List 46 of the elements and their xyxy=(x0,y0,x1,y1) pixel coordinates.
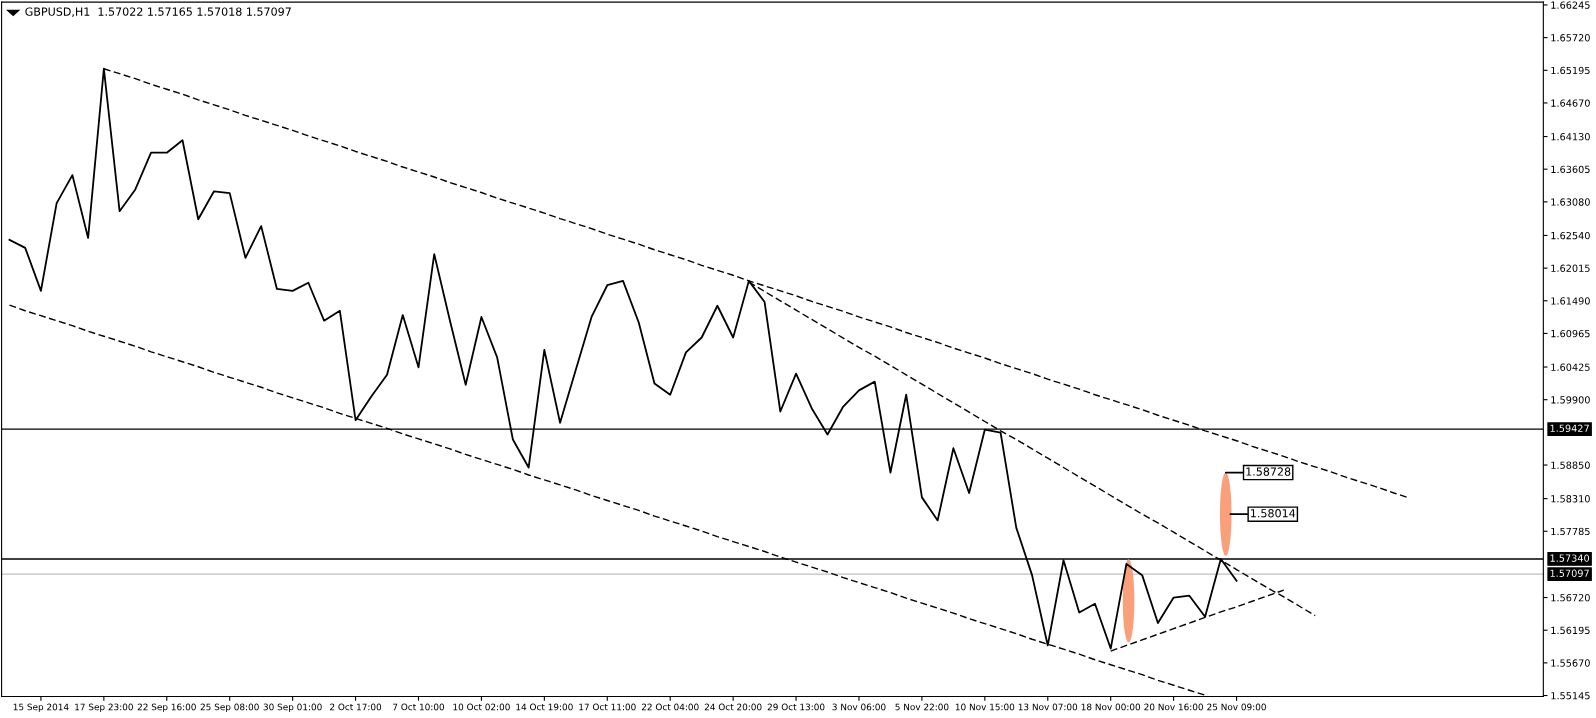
y-tick-label: 1.66245 xyxy=(1551,1,1590,9)
ref-line-label: 1.57097 xyxy=(1550,569,1589,577)
x-tick-label: 13 Nov 07:00 xyxy=(1018,703,1078,711)
x-tick-label: 25 Nov 09:00 xyxy=(1207,703,1266,711)
x-tick-label: 25 Sep 08:00 xyxy=(200,703,259,713)
x-tick-label: 10 Nov 15:00 xyxy=(955,703,1015,711)
x-tick-label: 24 Oct 20:00 xyxy=(704,703,762,711)
y-tick-label: 1.56720 xyxy=(1551,594,1590,602)
x-tick-label: 10 Oct 02:00 xyxy=(453,703,510,711)
y-tick-label: 1.55145 xyxy=(1551,692,1590,700)
x-tick-label: 7 Oct 10:00 xyxy=(393,703,445,711)
x-tick-label: 22 Sep 16:00 xyxy=(137,703,196,713)
annotation: 1.58014 xyxy=(1251,509,1296,518)
x-tick-label: 5 Nov 22:00 xyxy=(895,703,949,711)
y-tick-label: 1.60425 xyxy=(1551,363,1590,371)
y-tick-label: 1.55670 xyxy=(1551,659,1590,667)
x-tick-label: 17 Sep 23:00 xyxy=(75,703,133,713)
x-tick-label: 30 Sep 01:00 xyxy=(263,703,322,713)
y-tick-label: 1.60965 xyxy=(1551,329,1590,338)
y-tick-label: 1.61490 xyxy=(1551,297,1590,305)
x-tick-label: 15 Sep 2014 xyxy=(13,703,69,713)
ref-line-label: 1.59427 xyxy=(1550,424,1589,432)
y-tick-label: 1.59900 xyxy=(1551,396,1590,404)
y-tick-label: 1.58310 xyxy=(1551,495,1590,503)
y-tick-label: 1.63605 xyxy=(1551,165,1590,174)
y-tick-label: 1.58850 xyxy=(1551,461,1590,469)
y-tick-label: 1.62540 xyxy=(1551,231,1590,240)
x-tick-label: 20 Nov 16:00 xyxy=(1144,703,1203,711)
annotation: 1.58728 xyxy=(1246,467,1291,476)
x-tick-label: 29 Oct 13:00 xyxy=(767,703,825,711)
ref-line-label: 1.57340 xyxy=(1550,554,1590,562)
chart-title: GBPUSD,H1 1.57022 1.57165 1.57018 1.57097 xyxy=(25,7,291,17)
y-tick-label: 1.57785 xyxy=(1551,527,1590,536)
y-tick-label: 1.56195 xyxy=(1551,626,1590,635)
x-tick-label: 17 Oct 11:00 xyxy=(579,703,636,711)
y-tick-label: 1.63080 xyxy=(1551,198,1590,206)
x-tick-label: 22 Oct 04:00 xyxy=(641,703,699,711)
x-tick-label: 18 Nov 00:00 xyxy=(1081,703,1141,711)
x-tick-label: 3 Nov 06:00 xyxy=(832,703,886,711)
y-tick-label: 1.62015 xyxy=(1551,264,1590,272)
y-tick-label: 1.65195 xyxy=(1551,66,1590,75)
x-tick-label: 2 Oct 17:00 xyxy=(330,703,382,711)
y-tick-label: 1.65720 xyxy=(1551,34,1590,42)
y-tick-label: 1.64130 xyxy=(1551,133,1590,141)
y-tick-label: 1.64670 xyxy=(1551,99,1590,107)
x-tick-label: 14 Oct 19:00 xyxy=(516,703,573,711)
